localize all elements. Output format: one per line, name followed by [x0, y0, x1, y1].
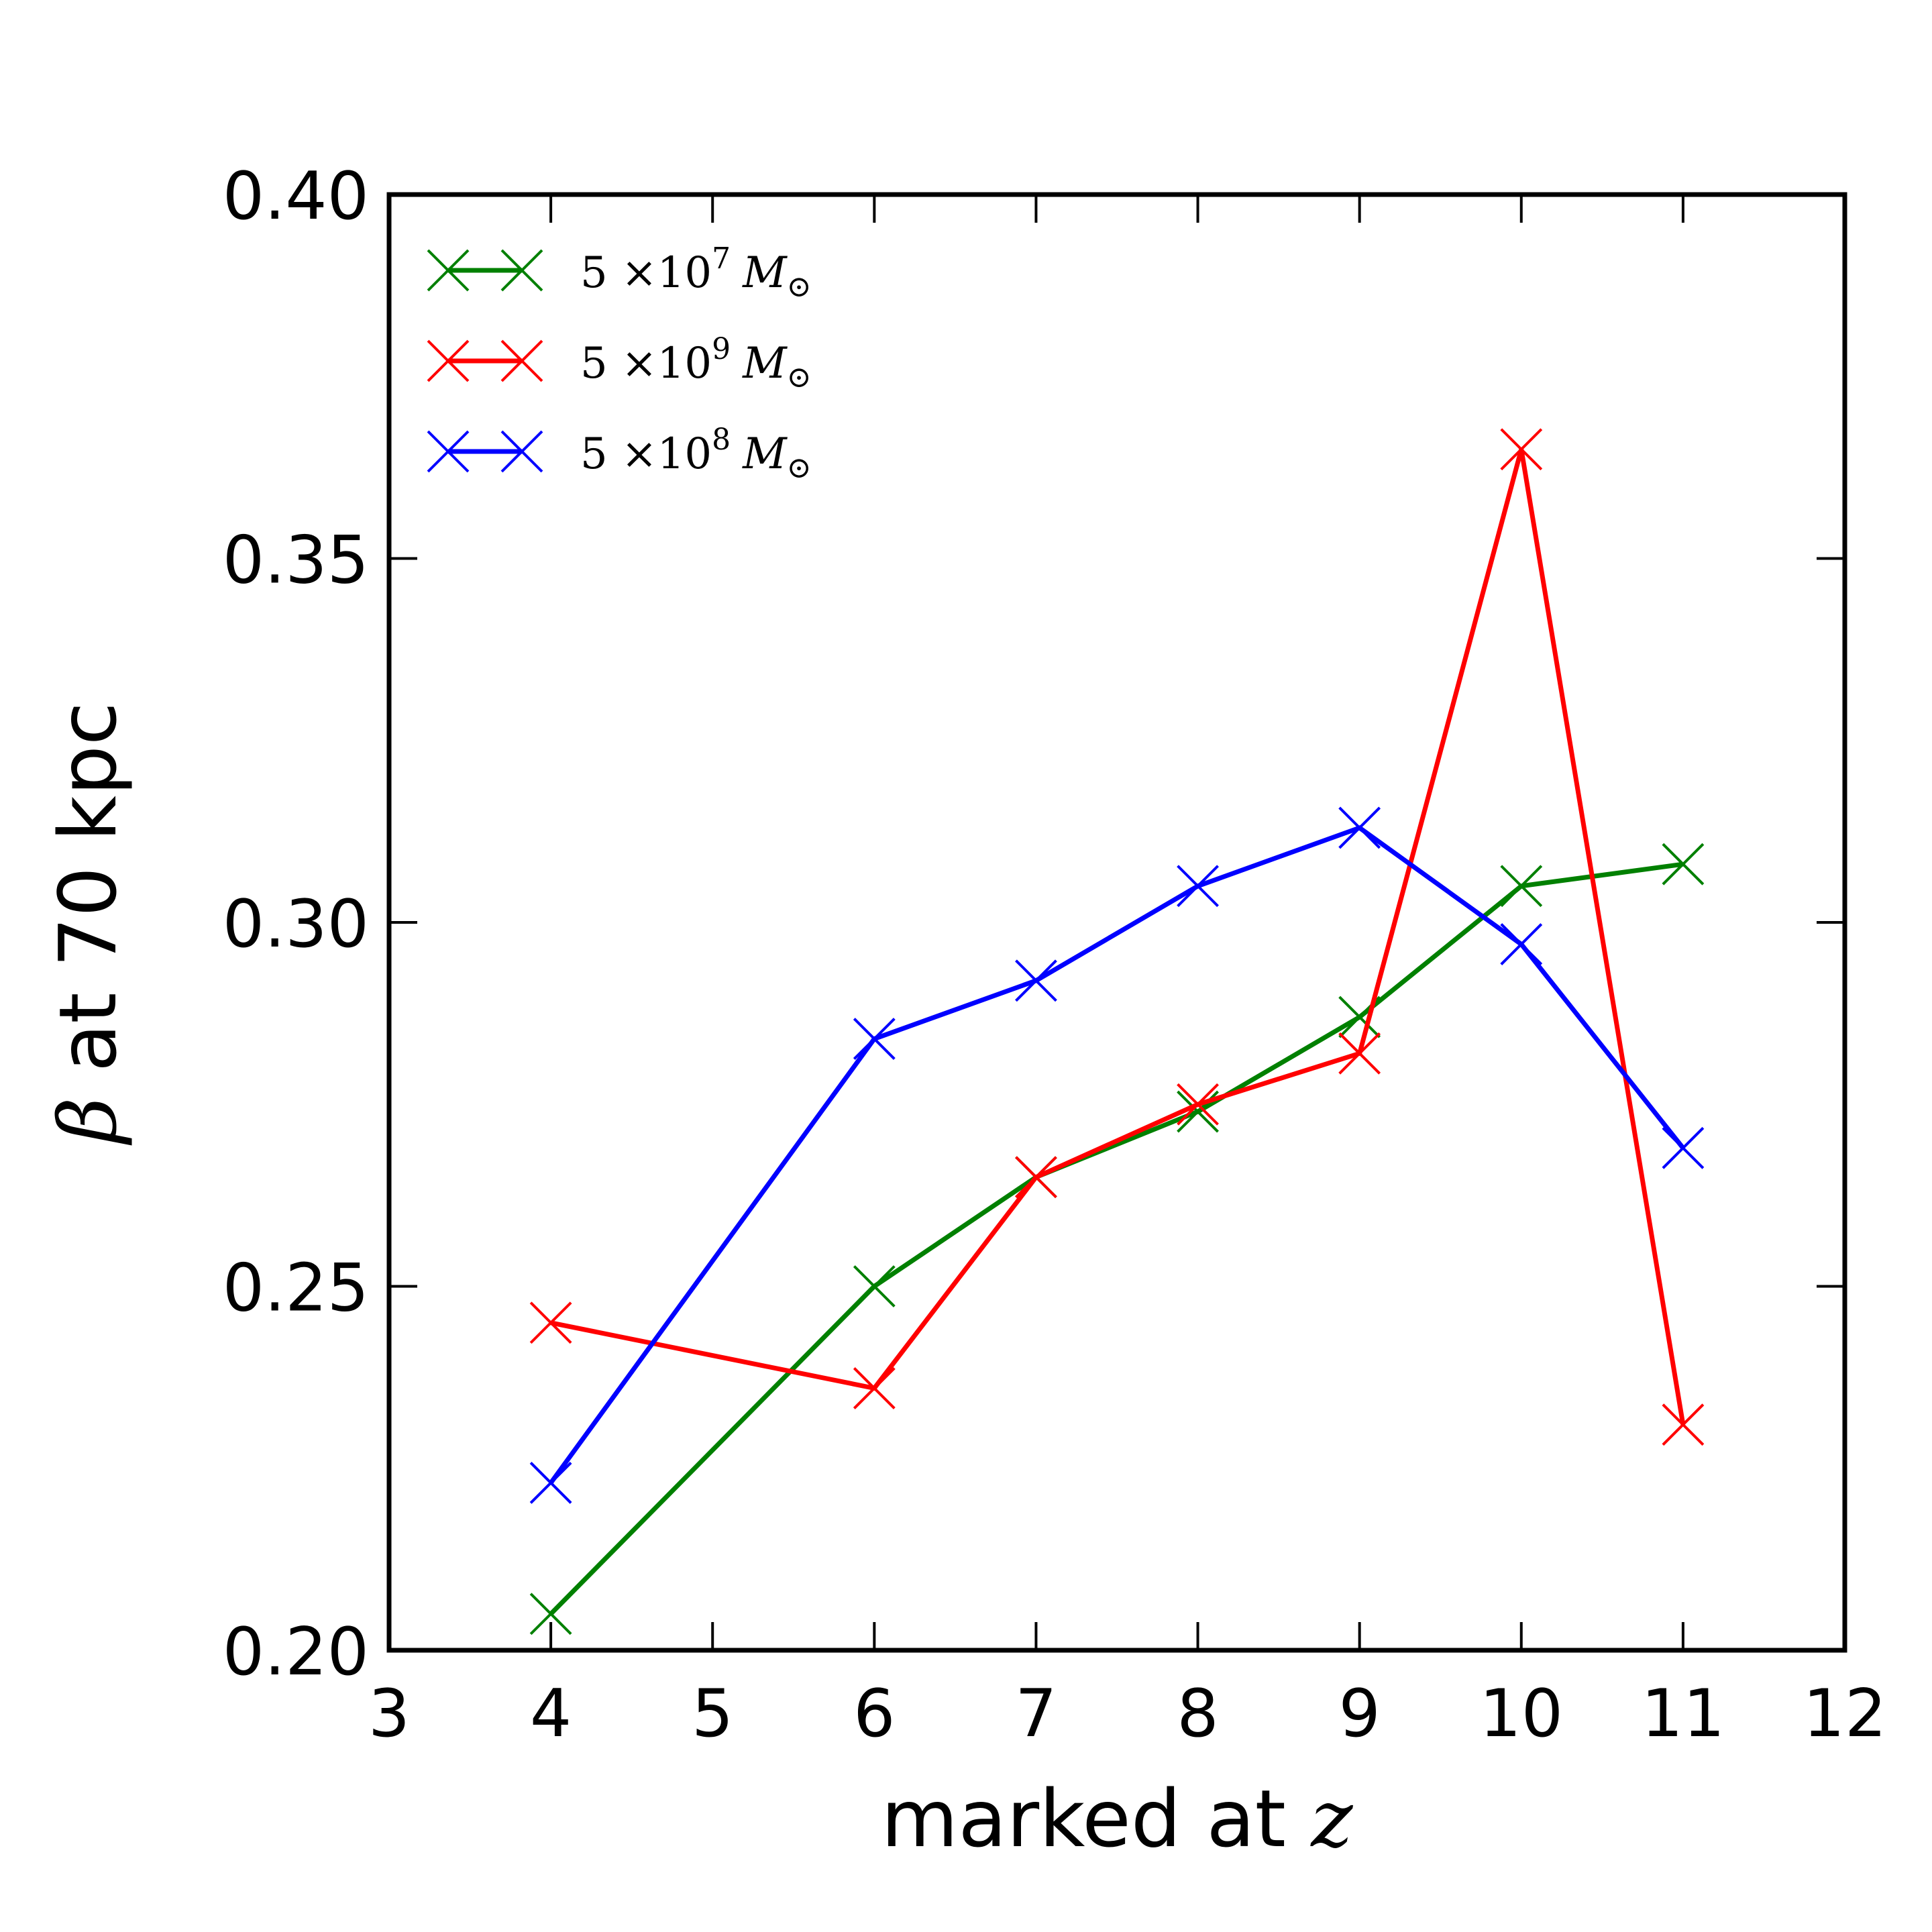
x-tick-label: 9 — [1338, 1676, 1380, 1752]
data-point-green-1 — [853, 1265, 896, 1307]
x-tick-label: 3 — [368, 1676, 410, 1752]
x-tick-label: 11 — [1642, 1676, 1725, 1752]
data-point-green-0 — [529, 1593, 572, 1635]
legend-marker-green — [427, 249, 543, 292]
x-tick-label: 6 — [853, 1676, 895, 1752]
legend-marker-blue — [427, 430, 543, 473]
x-tick-label: 5 — [692, 1676, 733, 1752]
x-tick-label: 8 — [1177, 1676, 1218, 1752]
legend: 5 ×107 M⊙ 5 ×109 M⊙ 5 ×108 M⊙ — [427, 241, 812, 485]
data-point-red-2 — [1015, 1156, 1057, 1199]
data-point-red-4 — [1338, 1032, 1381, 1075]
y-tick-label: 0.35 — [223, 523, 369, 599]
data-point-blue-5 — [1500, 923, 1543, 965]
data-point-red-0 — [529, 1301, 572, 1344]
x-tick-label: 12 — [1803, 1676, 1887, 1752]
data-point-green-6 — [1662, 843, 1705, 885]
data-point-blue-0 — [529, 1462, 572, 1504]
y-tick-label: 0.25 — [223, 1250, 369, 1327]
plot-frame — [386, 192, 1847, 1653]
legend-entry-green: 5 ×107 M⊙ — [427, 241, 812, 304]
x-tick-label: 7 — [1015, 1676, 1057, 1752]
data-point-red-3 — [1177, 1083, 1219, 1126]
series-blue — [529, 806, 1705, 1504]
y-tick-label: 0.20 — [223, 1614, 369, 1690]
data-point-blue-3 — [1177, 865, 1219, 908]
y-tick-label: 0.30 — [223, 886, 369, 963]
data-point-blue-2 — [1015, 959, 1057, 1002]
x-tick-label: 4 — [530, 1676, 572, 1752]
legend-marker-red — [427, 339, 543, 382]
x-axis-label: marked at z — [881, 1772, 1353, 1865]
y-tick-label: 0.40 — [223, 158, 369, 235]
x-tick-label: 10 — [1479, 1676, 1563, 1752]
data-point-red-5 — [1500, 428, 1543, 471]
series-layer — [529, 428, 1705, 1635]
y-axis-label: β at 70 kpc — [42, 702, 134, 1146]
tick-labels: 3 4 5 6 7 8 9 10 11 12 0.20 0.25 0.30 0.35 0.40 — [223, 158, 1887, 1752]
data-point-blue-6 — [1662, 1126, 1705, 1169]
legend-label-blue: 5 ×108 M⊙ — [580, 423, 812, 485]
data-point-blue-4 — [1338, 806, 1381, 849]
legend-label-red: 5 ×109 M⊙ — [580, 332, 812, 394]
series-red — [529, 428, 1705, 1446]
data-point-blue-1 — [853, 1018, 896, 1061]
data-point-red-1 — [853, 1366, 896, 1409]
legend-label-green: 5 ×107 M⊙ — [580, 241, 812, 304]
legend-entry-blue: 5 ×108 M⊙ — [427, 423, 812, 485]
data-point-green-5 — [1500, 865, 1543, 908]
legend-entry-red: 5 ×109 M⊙ — [427, 332, 812, 394]
data-point-red-6 — [1662, 1403, 1705, 1446]
